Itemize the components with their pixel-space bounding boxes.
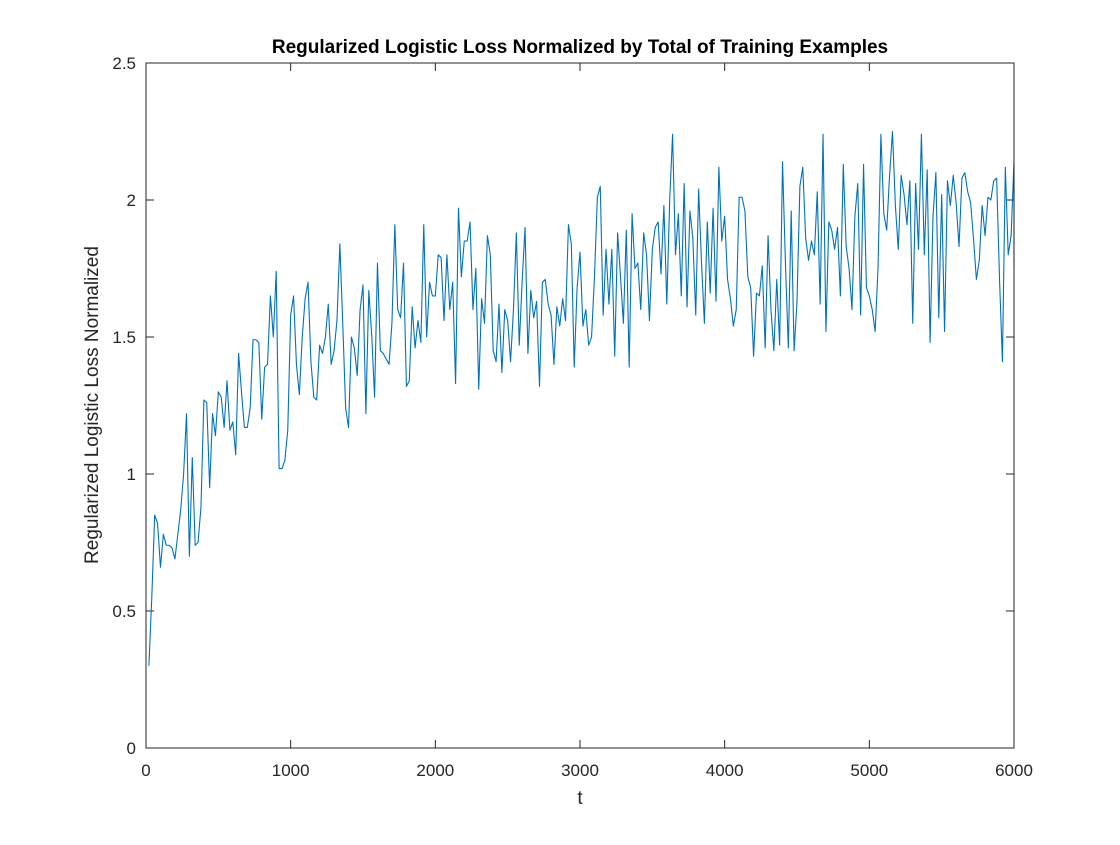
x-tick-label: 1000	[272, 761, 310, 780]
x-tick-label: 6000	[995, 761, 1033, 780]
axes-box	[145, 62, 1015, 749]
series-line	[148, 130, 1015, 666]
chart-title: Regularized Logistic Loss Normalized by …	[272, 37, 888, 58]
y-tick-label: 0.5	[112, 602, 136, 621]
x-axis-title: t	[577, 788, 583, 809]
plot-area	[146, 63, 1014, 748]
y-tick-label: 0	[127, 739, 136, 758]
y-tick-label: 2.5	[112, 54, 136, 73]
series-layer	[148, 130, 1015, 666]
x-tick-label: 2000	[416, 761, 454, 780]
y-tick-label: 1	[127, 465, 136, 484]
y-tick-label: 1.5	[112, 328, 136, 347]
labels-layer: 0 1000 2000 3000 4000 5000 6000 0 0.5 1 1.5 2 2.5	[112, 54, 1033, 780]
x-tick-label: 3000	[561, 761, 599, 780]
x-tick-label: 0	[141, 761, 150, 780]
x-tick-label: 4000	[706, 761, 744, 780]
y-tick-label: 2	[127, 191, 136, 210]
x-tick-label: 5000	[850, 761, 888, 780]
y-axis-title: Regularized Logistic Loss Normalized	[82, 246, 103, 564]
